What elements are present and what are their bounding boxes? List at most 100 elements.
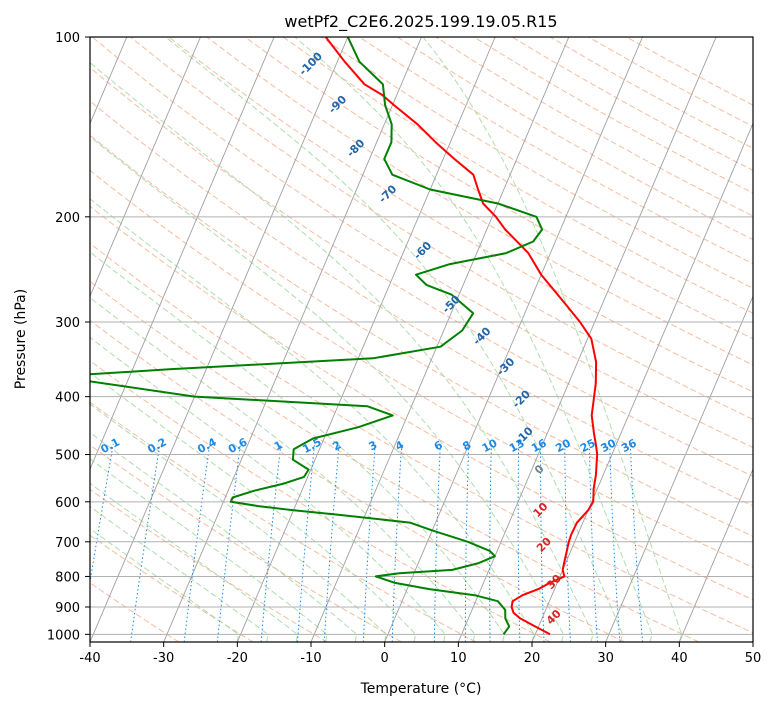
y-tick-label: 900 xyxy=(55,601,80,616)
temperature-line xyxy=(324,37,599,636)
y-tick-label: 1000 xyxy=(47,628,80,643)
isotherm-line xyxy=(457,37,717,642)
mixing-ratio-label: 2 xyxy=(330,438,343,453)
mixing-ratio-line xyxy=(260,443,282,642)
y-axis: 100 200 300 400 500 600 700 800 900 1000 xyxy=(47,31,90,643)
mixing-ratio-label: 8 xyxy=(460,438,473,453)
mixing-ratio-label: 4 xyxy=(393,438,406,453)
mixing-ratio-line xyxy=(297,443,315,642)
dry-adiabat xyxy=(244,37,753,340)
mixing-ratio-line xyxy=(130,443,161,642)
dry-adiabat xyxy=(90,582,180,642)
y-tick-label: 200 xyxy=(55,211,80,226)
dry-adiabat xyxy=(90,205,753,601)
dry-adiabat xyxy=(90,134,753,537)
x-tick-label: 40 xyxy=(671,651,688,666)
moist-adiabat xyxy=(165,37,624,642)
dry-adiabat xyxy=(90,319,625,642)
moist-adiabat xyxy=(90,336,446,642)
moist-adiabat xyxy=(90,505,269,642)
mixing-ratio-line xyxy=(609,443,621,642)
moist-adiabat xyxy=(90,482,298,642)
dry-adiabat xyxy=(282,37,753,314)
mixing-ratio-label: 6 xyxy=(432,438,445,453)
x-tick-label: -30 xyxy=(153,651,174,666)
moist-adiabat xyxy=(90,458,328,642)
plot-frame xyxy=(89,36,754,643)
dry-adiabat xyxy=(90,401,477,642)
mixing-ratio-label: 20 xyxy=(553,436,573,455)
mixing-ratio-label: 1.5 xyxy=(300,436,323,457)
mixing-ratio-line xyxy=(489,443,492,642)
isotherm-line xyxy=(384,37,643,642)
dry-adiabat xyxy=(90,444,402,642)
mixing-ratio-line xyxy=(629,443,644,642)
mixing-ratio-line xyxy=(323,443,340,642)
x-tick-label: -40 xyxy=(79,651,100,666)
x-tick-label: 20 xyxy=(524,651,541,666)
y-axis-label: Pressure (hPa) xyxy=(13,289,29,389)
moist-adiabat xyxy=(90,372,417,642)
x-tick-label: 30 xyxy=(597,651,614,666)
dry-adiabat xyxy=(90,100,753,507)
isotherm-line xyxy=(531,122,753,642)
mixing-ratio-label: 16 xyxy=(529,436,549,455)
isotherm-line xyxy=(752,640,753,642)
moist-adiabat xyxy=(422,37,683,642)
mixing-ratio-line xyxy=(540,443,545,642)
mixing-ratio-line xyxy=(517,443,521,642)
mixing-ratio-line xyxy=(464,443,470,642)
moist-adiabat xyxy=(90,198,535,642)
isotherm-line xyxy=(605,295,753,642)
mixing-ratio-label: 13 xyxy=(507,436,527,455)
mixing-ratio-label: 1 xyxy=(272,438,285,453)
wetbulb-label: -40 xyxy=(470,324,493,347)
dry-adiabat xyxy=(90,488,328,642)
x-axis: -40 -30 -20 -10 0 10 20 30 40 50 xyxy=(79,642,761,666)
pressure-gridlines xyxy=(90,36,753,635)
wetbulb-label: -50 xyxy=(440,293,463,316)
moist-adiabat xyxy=(90,431,358,642)
y-tick-label: 700 xyxy=(55,536,80,551)
mixing-ratio-line xyxy=(391,443,403,642)
dry-adiabat xyxy=(588,37,753,128)
mixing-ratio-label: 25 xyxy=(578,436,598,455)
isotherm-line xyxy=(236,37,496,642)
y-tick-label: 400 xyxy=(55,391,80,406)
moist-adiabat xyxy=(90,297,476,642)
mixing-ratio-label: 10 xyxy=(480,436,500,455)
x-axis-label: Temperature (°C) xyxy=(360,681,482,697)
mixing-ratio-label: 3 xyxy=(367,438,380,453)
mixing-ratio-line xyxy=(183,443,211,642)
wetbulb-label: -90 xyxy=(326,93,349,116)
wetbulb-label: 20 xyxy=(534,535,554,555)
mixing-ratio-line xyxy=(588,443,598,642)
isotherm-line xyxy=(90,37,275,471)
dry-adiabat xyxy=(90,169,753,569)
wetbulb-label: -60 xyxy=(411,239,434,262)
dry-adiabat xyxy=(130,37,753,420)
dry-adiabat xyxy=(511,37,753,171)
x-tick-label: 0 xyxy=(381,651,389,666)
dry-adiabat xyxy=(90,66,753,477)
dry-adiabat xyxy=(90,534,254,642)
y-tick-label: 600 xyxy=(55,496,80,511)
mixing-ratio-label: 0.6 xyxy=(226,435,250,456)
wetbulb-label: -20 xyxy=(510,387,533,410)
dry-adiabat xyxy=(320,37,753,289)
moist-adiabat xyxy=(90,62,594,642)
isotherm-line xyxy=(90,37,201,298)
mixing-ratio-line xyxy=(216,443,241,642)
mixing-ratio-label: 0.2 xyxy=(145,436,168,457)
dry-adiabat xyxy=(90,280,700,642)
mixing-ratio-line xyxy=(362,443,376,642)
guide-lines xyxy=(90,37,753,642)
isotherm-line xyxy=(163,37,422,642)
isotherm-line xyxy=(678,467,753,642)
profile-series xyxy=(90,37,599,636)
x-tick-label: -10 xyxy=(300,651,321,666)
mixing-ratio-line xyxy=(433,443,441,642)
moist-adiabat xyxy=(294,37,653,642)
inline-labels: 0.1 0.2 0.4 0.6 1 1.5 2 3 4 6 8 10 13 16 20 25 30 36-100-… xyxy=(99,49,640,627)
